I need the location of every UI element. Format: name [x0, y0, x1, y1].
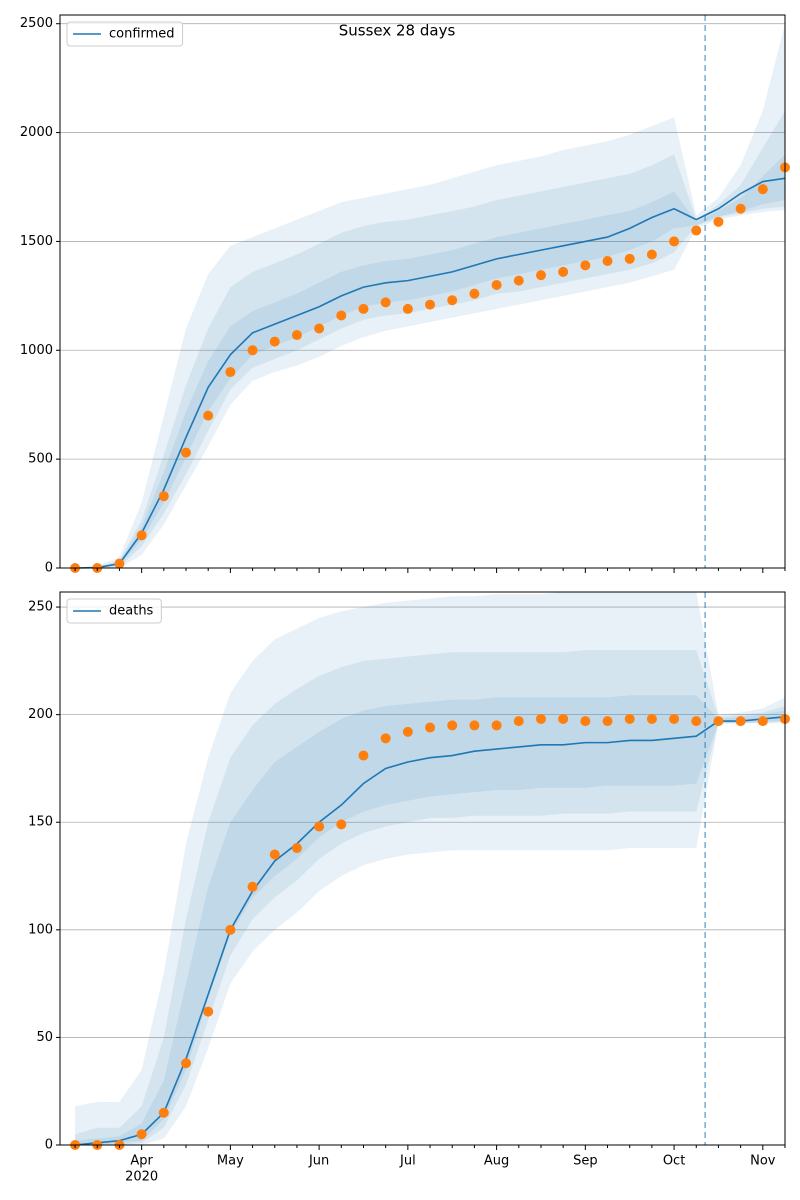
- point: [669, 713, 680, 724]
- point: [269, 849, 280, 860]
- line: [75, 177, 786, 569]
- point: [624, 713, 635, 724]
- point: [336, 310, 347, 321]
- x-tick-label: Oct: [663, 1154, 685, 1169]
- point: [269, 336, 280, 347]
- point: [358, 303, 369, 314]
- point: [136, 1129, 147, 1140]
- point: [691, 716, 702, 727]
- point: [624, 253, 635, 264]
- point: [425, 722, 436, 733]
- plot-frame: [59, 14, 786, 569]
- point: [602, 716, 613, 727]
- point: [203, 1006, 214, 1017]
- point: [513, 716, 524, 727]
- point: [580, 716, 591, 727]
- band: [75, 154, 785, 569]
- y-tick-label: 500: [28, 452, 53, 467]
- point: [181, 447, 192, 458]
- point: [669, 236, 680, 247]
- y-tick-label: 2500: [20, 16, 53, 31]
- x-tick-label: Nov: [750, 1154, 776, 1169]
- x-tick-label: May: [217, 1154, 244, 1169]
- point: [535, 713, 546, 724]
- point: [735, 203, 746, 214]
- point: [314, 323, 325, 334]
- point: [447, 720, 458, 731]
- y-tick-label: 1000: [20, 343, 53, 358]
- point: [247, 345, 258, 356]
- x-tick-label: Aug: [484, 1154, 509, 1169]
- band: [75, 695, 785, 1145]
- y-tick-label: 1500: [20, 234, 53, 249]
- point: [646, 713, 657, 724]
- y-tick-label: 250: [28, 600, 53, 615]
- legend-box: [66, 598, 162, 624]
- point: [491, 720, 502, 731]
- chart-title: Sussex 28 days: [339, 22, 456, 40]
- band: [75, 650, 785, 1145]
- x-tick-label: Sep: [573, 1154, 598, 1169]
- point: [602, 256, 613, 267]
- point: [336, 819, 347, 830]
- y-tick-label: 100: [28, 922, 53, 937]
- point: [713, 716, 724, 727]
- line: [75, 716, 786, 1146]
- y-tick-label: 200: [28, 707, 53, 722]
- legend-box: [66, 21, 184, 47]
- point: [735, 716, 746, 727]
- point: [469, 288, 480, 299]
- band: [75, 23, 785, 568]
- x-year-label: 2020: [125, 1170, 158, 1185]
- y-tick-label: 2000: [20, 125, 53, 140]
- plot-frame: [59, 591, 786, 1146]
- point: [114, 558, 125, 569]
- point: [469, 720, 480, 731]
- band: [75, 110, 785, 568]
- point: [314, 821, 325, 832]
- point: [646, 249, 657, 260]
- y-tick-label: 50: [36, 1030, 53, 1045]
- point: [181, 1058, 192, 1069]
- point: [247, 881, 258, 892]
- x-tick-label: Jul: [399, 1154, 416, 1169]
- y-tick-label: 150: [28, 815, 53, 830]
- point: [358, 750, 369, 761]
- point: [136, 530, 147, 541]
- point: [558, 713, 569, 724]
- point: [513, 275, 524, 286]
- point: [158, 1107, 169, 1118]
- point: [491, 279, 502, 290]
- point: [558, 266, 569, 277]
- point: [291, 330, 302, 341]
- y-tick-label: 0: [45, 1138, 53, 1153]
- band: [75, 592, 785, 1145]
- point: [713, 216, 724, 227]
- point: [158, 491, 169, 502]
- point: [535, 270, 546, 281]
- x-tick-label: Jun: [308, 1154, 329, 1169]
- x-tick-label: Apr: [130, 1154, 153, 1169]
- point: [225, 367, 236, 378]
- point: [757, 716, 768, 727]
- legend-label: deaths: [109, 604, 154, 619]
- point: [447, 295, 458, 306]
- point: [402, 303, 413, 314]
- point: [380, 733, 391, 744]
- point: [291, 843, 302, 854]
- y-tick-label: 0: [45, 561, 53, 576]
- legend-label: confirmed: [109, 27, 175, 42]
- point: [225, 924, 236, 935]
- point: [402, 726, 413, 737]
- point: [380, 297, 391, 308]
- point: [203, 410, 214, 421]
- point: [580, 260, 591, 271]
- point: [691, 225, 702, 236]
- point: [425, 299, 436, 310]
- point: [757, 184, 768, 195]
